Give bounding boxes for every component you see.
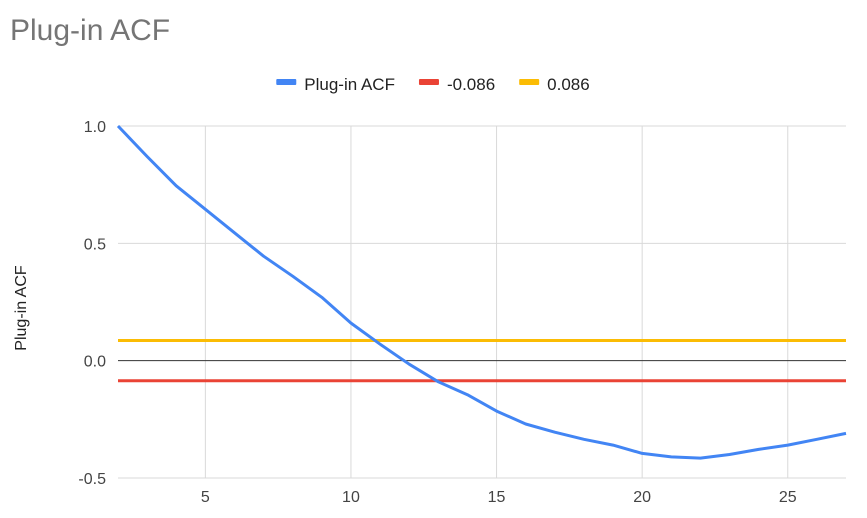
x-tick-label: 10 xyxy=(342,489,360,506)
series-line xyxy=(116,124,847,460)
y-axis-label: Plug-in ACF xyxy=(13,265,30,351)
legend-swatch xyxy=(418,79,439,85)
legend-label: 0.086 xyxy=(547,75,590,94)
chart-title: Plug-in ACF xyxy=(10,14,171,47)
x-tick-label: 25 xyxy=(779,489,797,506)
x-tick-label: 20 xyxy=(633,489,651,506)
tick-labels: -0.5 0.0 0.5 1.0 5 10 15 20 25 xyxy=(78,119,796,506)
legend-label: -0.086 xyxy=(447,75,495,94)
legend-swatch xyxy=(519,79,540,85)
legend-label: Plug-in ACF xyxy=(304,75,395,94)
y-tick-label: 1.0 xyxy=(84,119,106,136)
y-tick-label: 0.5 xyxy=(84,236,106,253)
legend-swatch xyxy=(276,79,297,85)
y-tick-label: 0.0 xyxy=(84,354,106,371)
grid-lines xyxy=(118,125,846,479)
series-layer xyxy=(116,124,847,460)
x-tick-label: 15 xyxy=(488,489,506,506)
x-tick-label: 5 xyxy=(201,489,210,506)
y-tick-label: -0.5 xyxy=(78,471,106,488)
legend: Plug-in ACF -0.086 0.086 xyxy=(276,75,590,94)
